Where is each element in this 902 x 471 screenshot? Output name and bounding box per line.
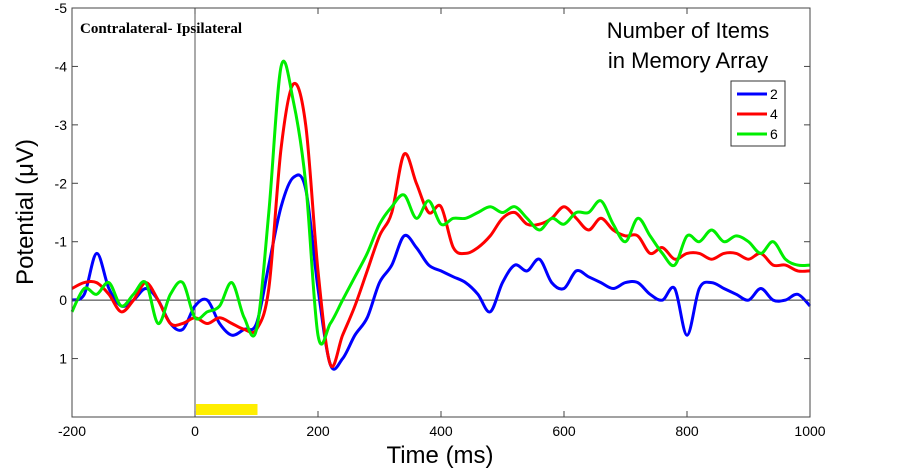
x-axis-title: Time (ms): [386, 442, 493, 469]
legend: Number of Items in Memory Array 2 4 6: [607, 18, 786, 147]
legend-title-line-1: Number of Items: [607, 18, 770, 43]
x-tick-label: 800: [675, 423, 699, 439]
x-tick-labels: -200 0 200 400 600 800 1000: [58, 423, 826, 439]
y-tick-label: -3: [55, 117, 68, 133]
legend-label: 2: [770, 86, 778, 102]
x-tick-label: 200: [306, 423, 330, 439]
y-tick-label: -2: [55, 175, 68, 191]
y-tick-label: 0: [59, 292, 67, 308]
x-tick-label: 400: [429, 423, 453, 439]
x-tick-label: 600: [552, 423, 576, 439]
series-line-6-items: [70, 59, 811, 346]
series-line-2-items: [71, 173, 812, 371]
legend-label: 6: [770, 126, 778, 142]
legend-entry-4: 4: [737, 106, 778, 122]
y-tick-label: -5: [55, 0, 68, 16]
y-tick-label: -1: [55, 234, 68, 250]
y-tick-labels: -5 -4 -3 -2 -1 0 1: [55, 0, 68, 367]
x-tick-label: 1000: [794, 423, 825, 439]
legend-label: 4: [770, 106, 778, 122]
plot-area: [70, 7, 812, 418]
legend-title-line-2: in Memory Array: [608, 48, 768, 73]
x-tick-label: -200: [58, 423, 86, 439]
legend-entry-6: 6: [737, 126, 778, 142]
stimulus-duration-bar: [196, 404, 258, 415]
data-series: [70, 59, 812, 371]
y-axis-title: Potential (μV): [12, 139, 39, 285]
legend-entry-2: 2: [737, 86, 778, 102]
y-tick-label: -4: [55, 58, 68, 74]
x-tick-label: 0: [191, 423, 199, 439]
y-tick-label: 1: [59, 351, 67, 367]
inset-title: Contralateral- Ipsilateral: [80, 21, 242, 37]
axis-ticks: [71, 7, 811, 417]
